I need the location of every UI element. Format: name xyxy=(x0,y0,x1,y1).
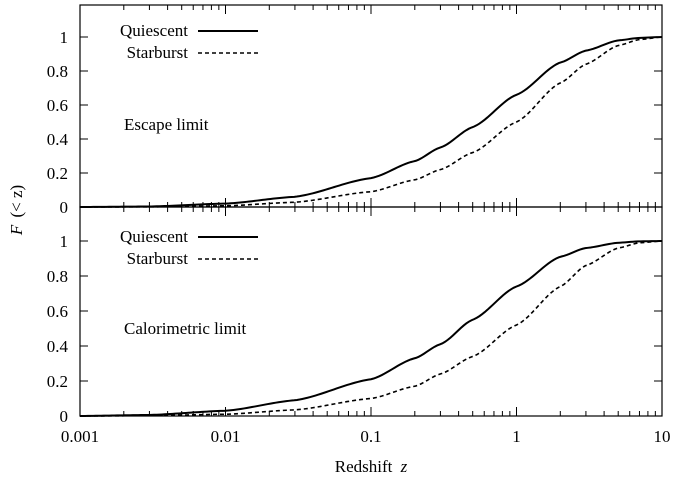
y-tick-label: 0.6 xyxy=(47,302,68,321)
legend-label-quiescent: Quiescent xyxy=(120,227,188,246)
x-tick-label: 10 xyxy=(654,427,671,446)
y-axis-title: F (< z) xyxy=(7,185,26,236)
y-axis-title-arg: (< z) xyxy=(7,185,26,218)
y-tick-label: 0.4 xyxy=(47,337,69,356)
x-tick-labels: 0.001 0.01 0.1 1 10 xyxy=(61,427,671,446)
legend: Quiescent Starburst xyxy=(120,21,258,62)
x-axis-title-text: Redshift xyxy=(335,457,393,476)
series-line-starburst xyxy=(79,240,663,417)
x-axis-title: Redshift z xyxy=(335,457,408,476)
x-tick-label: 0.01 xyxy=(211,427,241,446)
panel-escape-limit: 0 0.2 0.4 0.6 0.8 1 Escape limit Quiescent St… xyxy=(47,4,663,217)
series-lines xyxy=(79,240,663,417)
y-tick-label: 0.2 xyxy=(47,372,68,391)
panel-annotation: Calorimetric limit xyxy=(124,319,247,338)
y-tick-label: 0.2 xyxy=(47,164,68,183)
y-tick-label: 0.8 xyxy=(47,267,68,286)
series-line-quiescent xyxy=(79,240,663,417)
legend: Quiescent Starburst xyxy=(120,227,258,268)
y-axis-title-var: F xyxy=(7,224,26,236)
x-tick-label: 1 xyxy=(512,427,521,446)
y-tick-label: 1 xyxy=(60,28,69,47)
y-tick-label: 1 xyxy=(60,232,69,251)
y-tick-labels: 0 0.2 0.4 0.6 0.8 1 xyxy=(47,28,69,217)
legend-label-quiescent: Quiescent xyxy=(120,21,188,40)
x-tick-label: 0.1 xyxy=(360,427,381,446)
y-tick-labels: 0 0.2 0.4 0.6 0.8 1 xyxy=(47,232,69,426)
x-axis-title-var: z xyxy=(400,457,408,476)
series-lines xyxy=(79,36,663,208)
legend-label-starburst: Starburst xyxy=(127,43,189,62)
panel-calorimetric-limit: 0 0.2 0.4 0.6 0.8 1 Calorimetric limit Quiesc… xyxy=(47,206,663,426)
y-tick-label: 0 xyxy=(60,407,69,426)
y-tick-label: 0 xyxy=(60,198,69,217)
series-line-starburst xyxy=(80,36,663,208)
panel-annotation: Escape limit xyxy=(124,115,209,134)
series-line-quiescent xyxy=(79,36,663,208)
y-tick-label: 0.4 xyxy=(47,130,69,149)
y-tick-label: 0.8 xyxy=(47,62,68,81)
y-tick-label: 0.6 xyxy=(47,96,68,115)
legend-label-starburst: Starburst xyxy=(127,249,189,268)
x-tick-label: 0.001 xyxy=(61,427,99,446)
